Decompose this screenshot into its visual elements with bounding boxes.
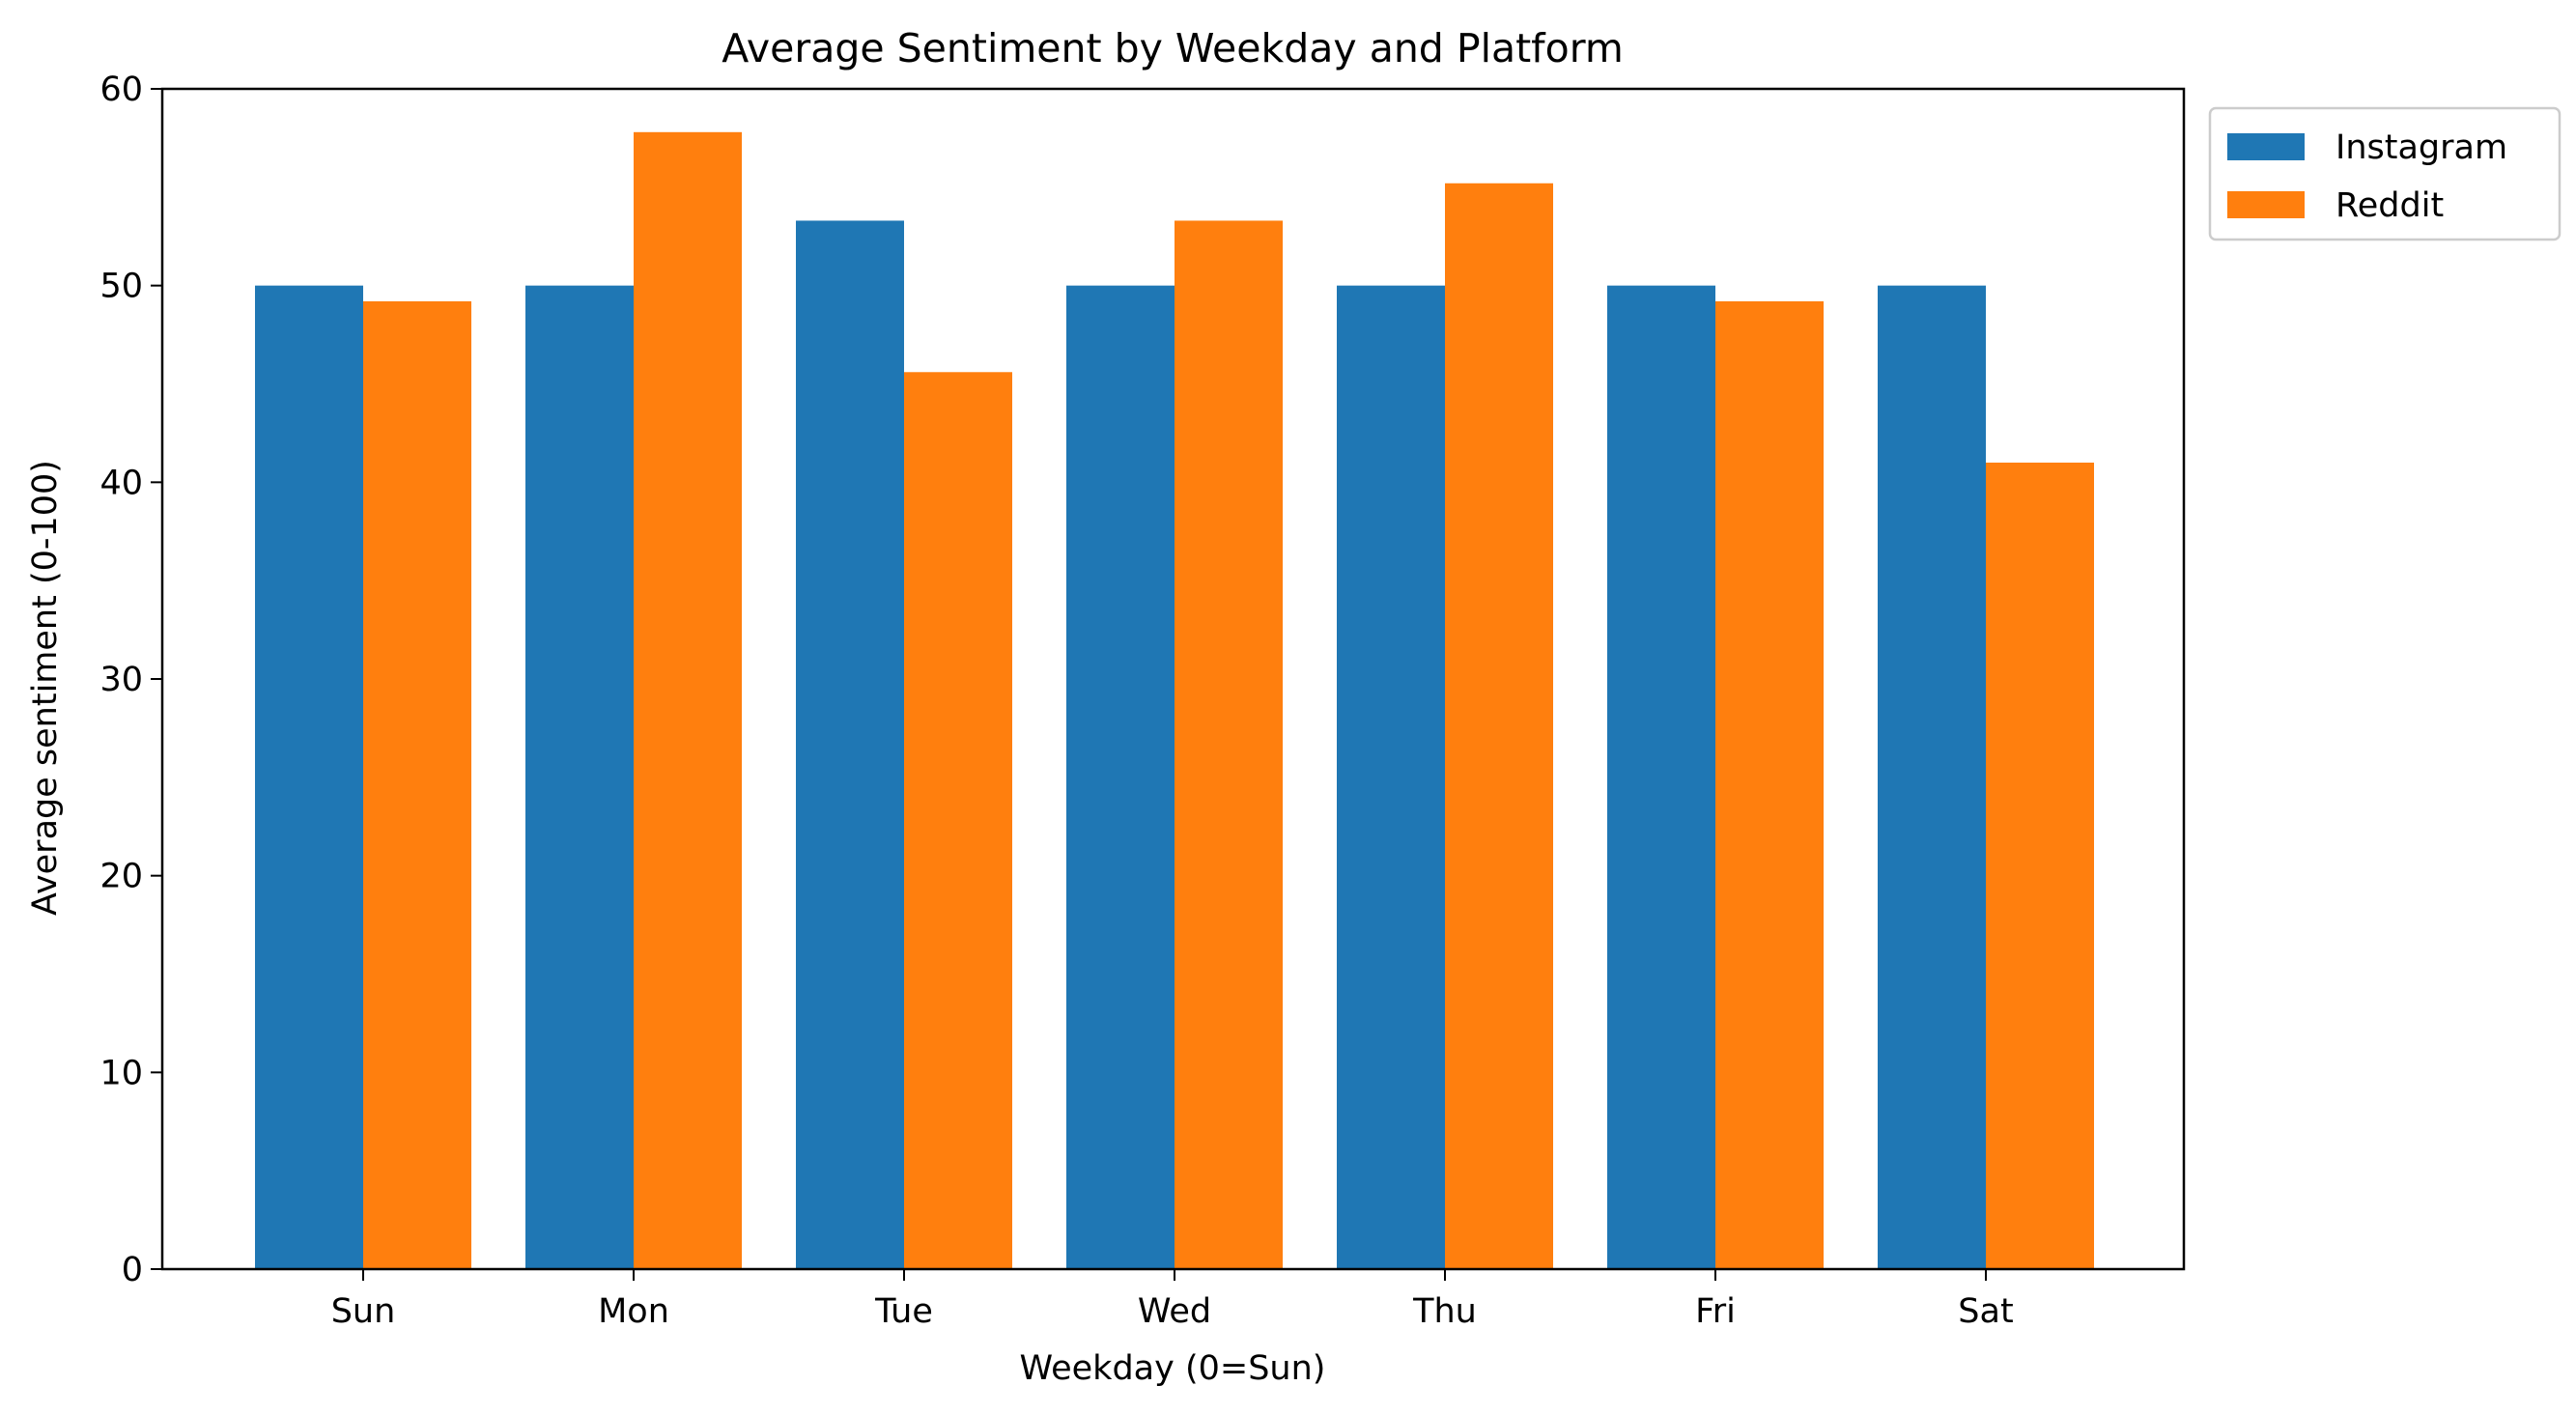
- x-tick-label: Thu: [1412, 1292, 1477, 1331]
- bar-reddit-mon: [634, 131, 742, 1270]
- legend-label-instagram: Instagram: [2335, 128, 2507, 167]
- bar-reddit-wed: [1175, 220, 1283, 1269]
- bar-instagram-tue: [796, 220, 904, 1269]
- legend-swatch-instagram: [2227, 133, 2305, 160]
- y-tick-label: 50: [99, 268, 143, 306]
- legend-label-reddit: Reddit: [2335, 186, 2444, 225]
- bar-reddit-thu: [1445, 183, 1553, 1269]
- bar-reddit-sun: [363, 300, 471, 1270]
- y-axis: 0 10 20 30 40 50 60: [99, 71, 162, 1289]
- legend-swatch-reddit: [2227, 191, 2305, 218]
- y-tick-label: 30: [99, 661, 143, 699]
- bar-reddit-fri: [1715, 300, 1824, 1270]
- y-tick-label: 0: [122, 1251, 143, 1289]
- chart-title: Average Sentiment by Weekday and Platfor…: [722, 25, 1624, 71]
- x-tick-label: Wed: [1138, 1292, 1211, 1331]
- x-tick-label: Sat: [1958, 1292, 2013, 1331]
- x-tick-label: Mon: [598, 1292, 669, 1331]
- bar-instagram-thu: [1337, 285, 1445, 1270]
- x-tick-label: Sun: [331, 1292, 396, 1331]
- plot-frame: [160, 87, 2186, 1271]
- x-axis: Sun Mon Tue Wed Thu Fri Sat: [331, 1269, 2014, 1331]
- plot-area: 0 10 20 30 40 50 60 Sun Mon Tue Wed Thu Fri Sat: [99, 71, 2186, 1331]
- x-tick-label: Tue: [874, 1292, 933, 1331]
- bar-reddit-sat: [1986, 462, 2094, 1269]
- bar-reddit-tue: [904, 372, 1012, 1269]
- legend: Instagram Reddit: [2208, 106, 2562, 241]
- x-tick-label: Fri: [1695, 1292, 1736, 1331]
- bar-instagram-fri: [1607, 285, 1715, 1270]
- y-tick-label: 10: [99, 1054, 143, 1092]
- y-tick-label: 20: [99, 858, 143, 896]
- bars: [255, 131, 2094, 1270]
- bar-instagram-mon: [525, 285, 634, 1270]
- bar-instagram-sun: [255, 285, 363, 1270]
- y-tick-label: 40: [99, 464, 143, 502]
- y-tick-label: 60: [99, 71, 143, 109]
- bar-instagram-sat: [1878, 285, 1986, 1270]
- bar-instagram-wed: [1066, 285, 1175, 1270]
- x-axis-label: Weekday (0=Sun): [1020, 1349, 1326, 1388]
- y-axis-label: Average sentiment (0-100): [26, 460, 65, 916]
